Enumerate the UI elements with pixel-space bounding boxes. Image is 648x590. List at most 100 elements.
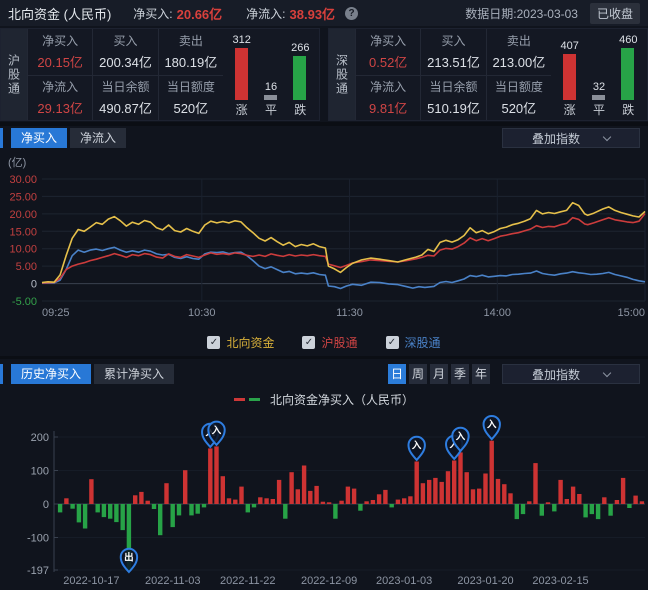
legend-dash-green <box>248 397 260 401</box>
period-week-button[interactable]: 周 <box>409 364 427 384</box>
history-tab-row: 历史净买入 累计净买入 日 周 月 季 年 叠加指数 <box>0 363 648 385</box>
grid <box>42 178 646 302</box>
down-bar <box>293 56 307 100</box>
flow-markers: 出入入入入入入 <box>119 415 501 574</box>
stat-cell: 卖出 180.19亿 <box>157 29 223 75</box>
svg-text:入: 入 <box>455 431 466 442</box>
svg-text:25.00: 25.00 <box>9 191 37 203</box>
svg-text:15.00: 15.00 <box>9 226 37 238</box>
section-divider <box>0 356 648 359</box>
series-lines <box>41 201 646 290</box>
svg-text:2022-12-09: 2022-12-09 <box>301 575 357 587</box>
history-legend: 北向资金净买入（人民币） <box>0 391 648 407</box>
svg-text:2022-11-22: 2022-11-22 <box>220 575 275 587</box>
market-closed-badge: 已收盘 <box>589 2 640 24</box>
svg-text:-5.00: -5.00 <box>12 296 37 308</box>
chevron-down-icon <box>602 368 612 377</box>
x-axis-labels: 09:25 10:30 11:30 14:00 15:00 <box>42 307 645 319</box>
stat-cell: 净买入 0.52亿 <box>355 29 420 75</box>
legend-toggle-shenzhen[interactable]: ✓ 深股通 <box>385 334 441 351</box>
marker-pin-入: 入 <box>482 415 501 441</box>
panel-shenzhen-stats: 净买入 0.52亿 买入 213.51亿 卖出 213.00亿 净流入 9.81亿 当日… <box>355 29 551 120</box>
stat-cell: 净流入 29.13亿 <box>27 74 93 120</box>
stat-cell: 买入 200.34亿 <box>92 29 157 75</box>
svg-text:入: 入 <box>486 420 497 431</box>
period-quarter-button[interactable]: 季 <box>451 364 469 384</box>
bars-group <box>57 440 645 570</box>
net-inflow-label: 净流入: <box>246 6 286 21</box>
svg-text:10:30: 10:30 <box>188 307 216 319</box>
section-accent-bar <box>0 364 3 384</box>
svg-text:30.00: 30.00 <box>9 174 37 186</box>
overlay-index-dropdown[interactable]: 叠加指数 <box>502 364 640 384</box>
tab-history-net-buy[interactable]: 历史净买入 <box>11 364 92 384</box>
svg-text:20.00: 20.00 <box>9 209 37 221</box>
help-icon[interactable]: ? <box>345 6 359 20</box>
legend-toggle-northbound[interactable]: ✓ 北向资金 <box>207 334 274 351</box>
marker-pin-入: 入 <box>451 426 470 453</box>
svg-text:100: 100 <box>31 466 49 478</box>
net-buy-label: 净买入: <box>133 6 173 21</box>
svg-text:2023-01-20: 2023-01-20 <box>457 575 513 587</box>
checkbox-checked-icon[interactable]: ✓ <box>302 335 316 349</box>
tab-net-buy[interactable]: 净买入 <box>11 128 68 148</box>
line-北向资金 <box>41 201 646 284</box>
stat-cell: 卖出 213.00亿 <box>485 29 551 75</box>
tab-net-inflow[interactable]: 净流入 <box>70 128 127 148</box>
down-bar <box>621 48 635 100</box>
chevron-down-icon <box>602 132 612 141</box>
period-year-button[interactable]: 年 <box>472 364 490 384</box>
svg-text:0: 0 <box>31 279 37 291</box>
line-深股通 <box>41 246 646 290</box>
page-title: 北向资金 (人民币) <box>8 6 112 22</box>
panel-shanghai-connect: 沪股通 净买入 20.15亿 买入 200.34亿 卖出 180.19亿 净流入 29.… <box>0 28 320 121</box>
panel-shanghai-stats: 净买入 20.15亿 买入 200.34亿 卖出 180.19亿 净流入 29.13亿 … <box>27 29 223 120</box>
stat-cell: 当日额度 520亿 <box>485 74 551 120</box>
checkbox-checked-icon[interactable]: ✓ <box>207 335 221 349</box>
svg-text:2023-01-03: 2023-01-03 <box>376 575 432 587</box>
period-month-button[interactable]: 月 <box>430 364 448 384</box>
stat-cell: 当日余额 510.19亿 <box>420 74 486 120</box>
period-day-button[interactable]: 日 <box>388 364 406 384</box>
legend-toggle-shanghai[interactable]: ✓ 沪股通 <box>302 334 358 351</box>
up-bar <box>234 48 248 100</box>
stat-cell: 买入 213.51亿 <box>420 29 485 75</box>
y-axis-labels: 30.00 25.00 20.00 15.00 10.00 5.00 0 -5.00 <box>9 174 37 308</box>
svg-text:5.00: 5.00 <box>16 261 37 273</box>
section-accent-bar <box>0 128 3 148</box>
y-axis-unit-label: (亿) <box>8 157 27 169</box>
panel-shanghai-updown-chart: 312 涨 16 平 266 跌 <box>232 34 310 117</box>
panel-shenzhen-connect: 深股通 净买入 0.52亿 买入 213.51亿 卖出 213.00亿 净流入 9.81… <box>328 28 648 121</box>
grid <box>53 431 645 572</box>
svg-text:2023-02-15: 2023-02-15 <box>532 575 588 587</box>
svg-text:14:00: 14:00 <box>483 307 511 319</box>
svg-text:入: 入 <box>211 425 222 436</box>
stat-cell: 净流入 9.81亿 <box>355 74 421 120</box>
svg-text:2022-10-17: 2022-10-17 <box>63 575 119 587</box>
stat-cell: 当日额度 520亿 <box>157 74 223 120</box>
intraday-legend: ✓ 北向资金 ✓ 沪股通 ✓ 深股通 <box>0 332 648 352</box>
svg-text:0: 0 <box>43 499 49 511</box>
svg-text:15:00: 15:00 <box>617 307 645 319</box>
period-selector: 日 周 月 季 年 <box>388 364 490 384</box>
svg-text:入: 入 <box>411 440 422 451</box>
marker-pin-入: 入 <box>407 435 426 462</box>
intraday-line-chart-svg: 30.00 25.00 20.00 15.00 10.00 5.00 0 -5.00 09:25… <box>9 174 646 319</box>
tab-cumulative-net-buy[interactable]: 累计净买入 <box>94 364 175 384</box>
x-axis-labels: 2022-10-17 2022-11-03 2022-11-22 2022-12-09… <box>63 575 588 587</box>
history-legend-label: 北向资金净买入（人民币） <box>269 392 414 407</box>
overlay-index-dropdown[interactable]: 叠加指数 <box>502 128 640 148</box>
svg-text:11:30: 11:30 <box>336 307 363 319</box>
stat-cell: 当日余额 490.87亿 <box>92 74 158 120</box>
legend-dash-red <box>233 397 245 401</box>
intraday-line-chart[interactable]: 30.00 25.00 20.00 15.00 10.00 5.00 0 -5.00 09:25… <box>0 150 648 325</box>
history-bar-chart[interactable]: 200 100 0 -100 -197 2022-10-17 2022-11-03 2022-… <box>0 407 648 590</box>
checkbox-checked-icon[interactable]: ✓ <box>385 335 399 349</box>
flat-bar <box>591 95 605 100</box>
net-buy-value: 20.66亿 <box>176 6 223 22</box>
marker-pin-出: 出 <box>119 547 139 574</box>
svg-text:10.00: 10.00 <box>9 244 37 256</box>
svg-text:入: 入 <box>448 439 459 450</box>
net-inflow-value: 38.93亿 <box>289 6 336 22</box>
